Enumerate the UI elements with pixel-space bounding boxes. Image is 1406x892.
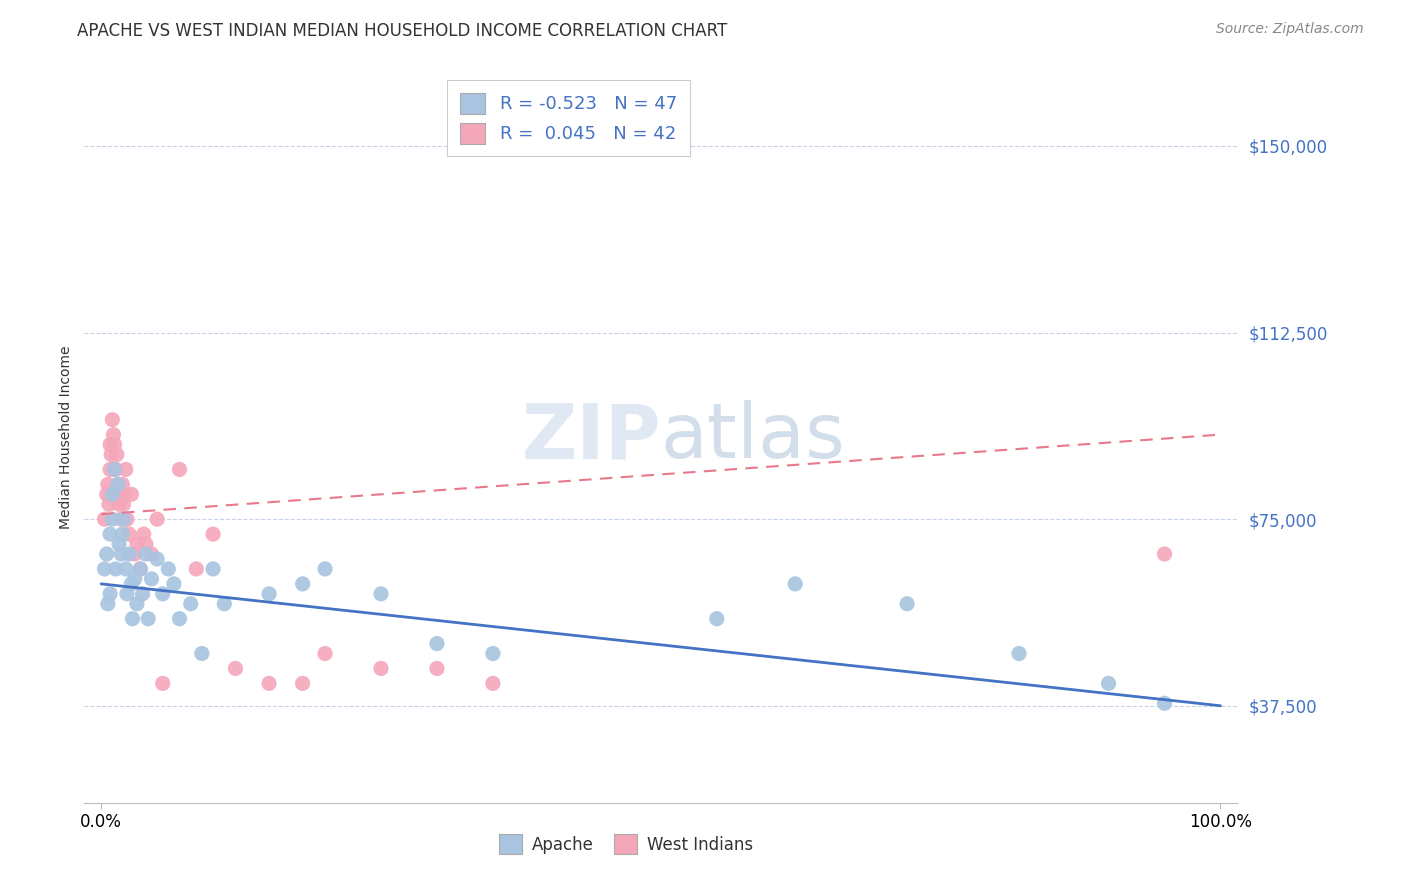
Point [97, 477, 120, 491]
Point [96, 487, 118, 501]
Text: ZIP: ZIP [522, 401, 661, 474]
Point [98, 527, 121, 541]
Point [157, 562, 180, 576]
Point [110, 512, 132, 526]
Point [98, 587, 121, 601]
Text: APACHE VS WEST INDIAN MEDIAN HOUSEHOLD INCOME CORRELATION CHART: APACHE VS WEST INDIAN MEDIAN HOUSEHOLD I… [77, 22, 727, 40]
Point [370, 587, 392, 601]
Point [186, 562, 208, 576]
Point [1153, 547, 1175, 561]
Point [93, 512, 115, 526]
Point [125, 597, 148, 611]
Point [135, 547, 157, 561]
Point [135, 537, 157, 551]
Point [125, 537, 148, 551]
Text: Source: ZipAtlas.com: Source: ZipAtlas.com [1216, 22, 1364, 37]
Point [103, 462, 125, 476]
Point [97, 597, 120, 611]
Point [370, 661, 392, 675]
Point [482, 676, 505, 690]
Point [163, 577, 186, 591]
Point [111, 527, 134, 541]
Point [257, 676, 280, 690]
Text: atlas: atlas [661, 401, 845, 474]
Point [98, 497, 121, 511]
Point [896, 597, 918, 611]
Point [1153, 696, 1175, 710]
Point [257, 587, 280, 601]
Point [101, 412, 124, 426]
Point [141, 547, 163, 561]
Point [105, 448, 128, 462]
Point [706, 612, 728, 626]
Point [107, 477, 129, 491]
Point [129, 562, 152, 576]
Point [426, 661, 449, 675]
Point [101, 512, 124, 526]
Point [114, 562, 136, 576]
Point [114, 487, 136, 501]
Point [224, 661, 246, 675]
Point [101, 487, 124, 501]
Point [115, 512, 138, 526]
Point [100, 448, 122, 462]
Point [120, 577, 142, 591]
Point [169, 462, 191, 476]
Point [180, 597, 202, 611]
Point [1097, 676, 1119, 690]
Point [104, 462, 127, 476]
Point [129, 562, 152, 576]
Point [98, 462, 121, 476]
Point [214, 597, 236, 611]
Point [108, 487, 131, 501]
Point [291, 676, 314, 690]
Point [314, 647, 336, 661]
Point [115, 587, 138, 601]
Point [152, 587, 174, 601]
Point [124, 547, 146, 561]
Point [96, 547, 118, 561]
Point [124, 572, 146, 586]
Point [107, 477, 129, 491]
Point [103, 427, 125, 442]
Point [93, 562, 115, 576]
Point [118, 547, 141, 561]
Point [191, 647, 214, 661]
Point [112, 497, 135, 511]
Point [110, 547, 132, 561]
Point [121, 612, 143, 626]
Point [111, 477, 134, 491]
Point [136, 612, 159, 626]
Point [108, 497, 131, 511]
Point [98, 437, 121, 451]
Point [291, 577, 314, 591]
Point [202, 562, 225, 576]
Point [785, 577, 807, 591]
Point [120, 487, 142, 501]
Legend: Apache, West Indians: Apache, West Indians [492, 828, 761, 860]
Point [132, 527, 155, 541]
Point [146, 552, 169, 566]
Point [112, 512, 135, 526]
Point [108, 537, 131, 551]
Point [152, 676, 174, 690]
Point [114, 462, 136, 476]
Point [118, 527, 141, 541]
Point [104, 562, 127, 576]
Point [1008, 647, 1031, 661]
Point [131, 587, 153, 601]
Point [141, 572, 163, 586]
Point [169, 612, 191, 626]
Point [426, 636, 449, 650]
Point [146, 512, 169, 526]
Point [482, 647, 505, 661]
Y-axis label: Median Household Income: Median Household Income [59, 345, 73, 529]
Point [314, 562, 336, 576]
Point [103, 437, 125, 451]
Point [202, 527, 225, 541]
